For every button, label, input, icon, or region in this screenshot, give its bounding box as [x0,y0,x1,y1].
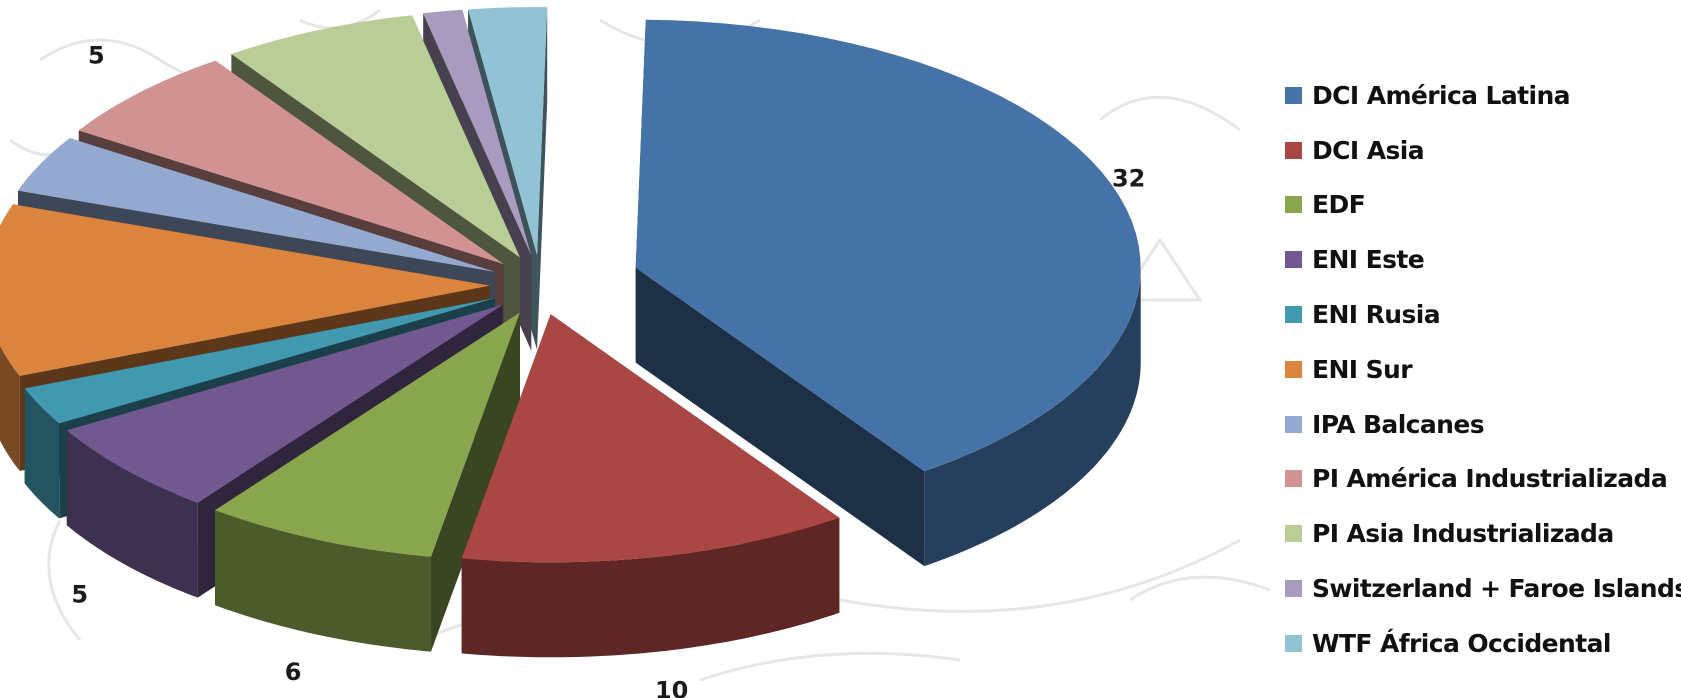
slice-rim [215,510,431,652]
data-label: 32 [1112,164,1145,192]
legend-swatch [1285,580,1302,598]
legend-item: ENI Este [1285,232,1681,287]
legend-swatch [1285,360,1302,378]
legend-label: DCI Asia [1312,135,1425,165]
legend-swatch [1285,86,1302,104]
legend-item: PI América Industrializada [1285,452,1681,507]
slice-top [24,298,496,424]
legend-item: Switzerland + Faroe Islands [1285,561,1681,616]
slice-top [468,7,548,256]
slice-wall [635,267,925,567]
slice-top [231,15,520,258]
legend-label: DCI América Latina [1312,80,1571,110]
legend-swatch [1285,141,1302,159]
pie-slice [461,314,840,658]
legend-swatch [1285,415,1302,433]
slice-rim [0,345,20,471]
legend-swatch [1285,306,1302,324]
data-label: 5 [88,42,105,70]
legend-label: EDF [1312,190,1366,220]
pie-slice [215,312,520,652]
slice-wall [537,7,548,351]
slice-rim [24,388,60,519]
legend-item: ENI Rusia [1285,287,1681,342]
legend-item: DCI Asia [1285,123,1681,178]
slice-top [66,304,503,503]
slice-top [18,138,496,272]
slice-top [78,60,504,265]
data-label: 10 [655,677,688,698]
legend-label: ENI Este [1312,245,1425,275]
legend-label: PI América Industrializada [1312,464,1668,494]
data-label: 5 [285,0,302,1]
pie-slice [635,19,1141,567]
slice-top [635,19,1141,472]
legend-item: EDF [1285,178,1681,233]
legend-swatch [1285,525,1302,543]
legend-swatch [1285,634,1302,652]
legend-item: PI Asia Industrializada [1285,506,1681,561]
legend: DCI América Latina DCI Asia EDF ENI Este… [1285,68,1681,671]
slice-top [215,312,520,557]
legend-label: PI Asia Industrializada [1312,519,1614,549]
data-label: 6 [285,658,302,686]
legend-swatch [1285,251,1302,269]
slice-top [423,9,532,256]
slice-rim [66,430,198,598]
legend-label: WTF África Occidental [1312,628,1611,658]
pie-chart: 3210652935512 [0,0,1271,698]
legend-swatch [1285,470,1302,488]
slice-rim [461,517,840,658]
slice-top [0,204,491,376]
slice-top [461,314,840,563]
slice-rim [924,267,1141,567]
legend-label: IPA Balcanes [1312,409,1485,439]
legend-label: ENI Sur [1312,354,1413,384]
legend-swatch [1285,196,1302,214]
data-label: 5 [71,580,88,608]
legend-label: Switzerland + Faroe Islands [1312,574,1681,604]
legend-item: IPA Balcanes [1285,397,1681,452]
legend-label: ENI Rusia [1312,300,1441,330]
legend-item: DCI América Latina [1285,68,1681,123]
legend-item: ENI Sur [1285,342,1681,397]
legend-item: WTF África Occidental [1285,616,1681,671]
